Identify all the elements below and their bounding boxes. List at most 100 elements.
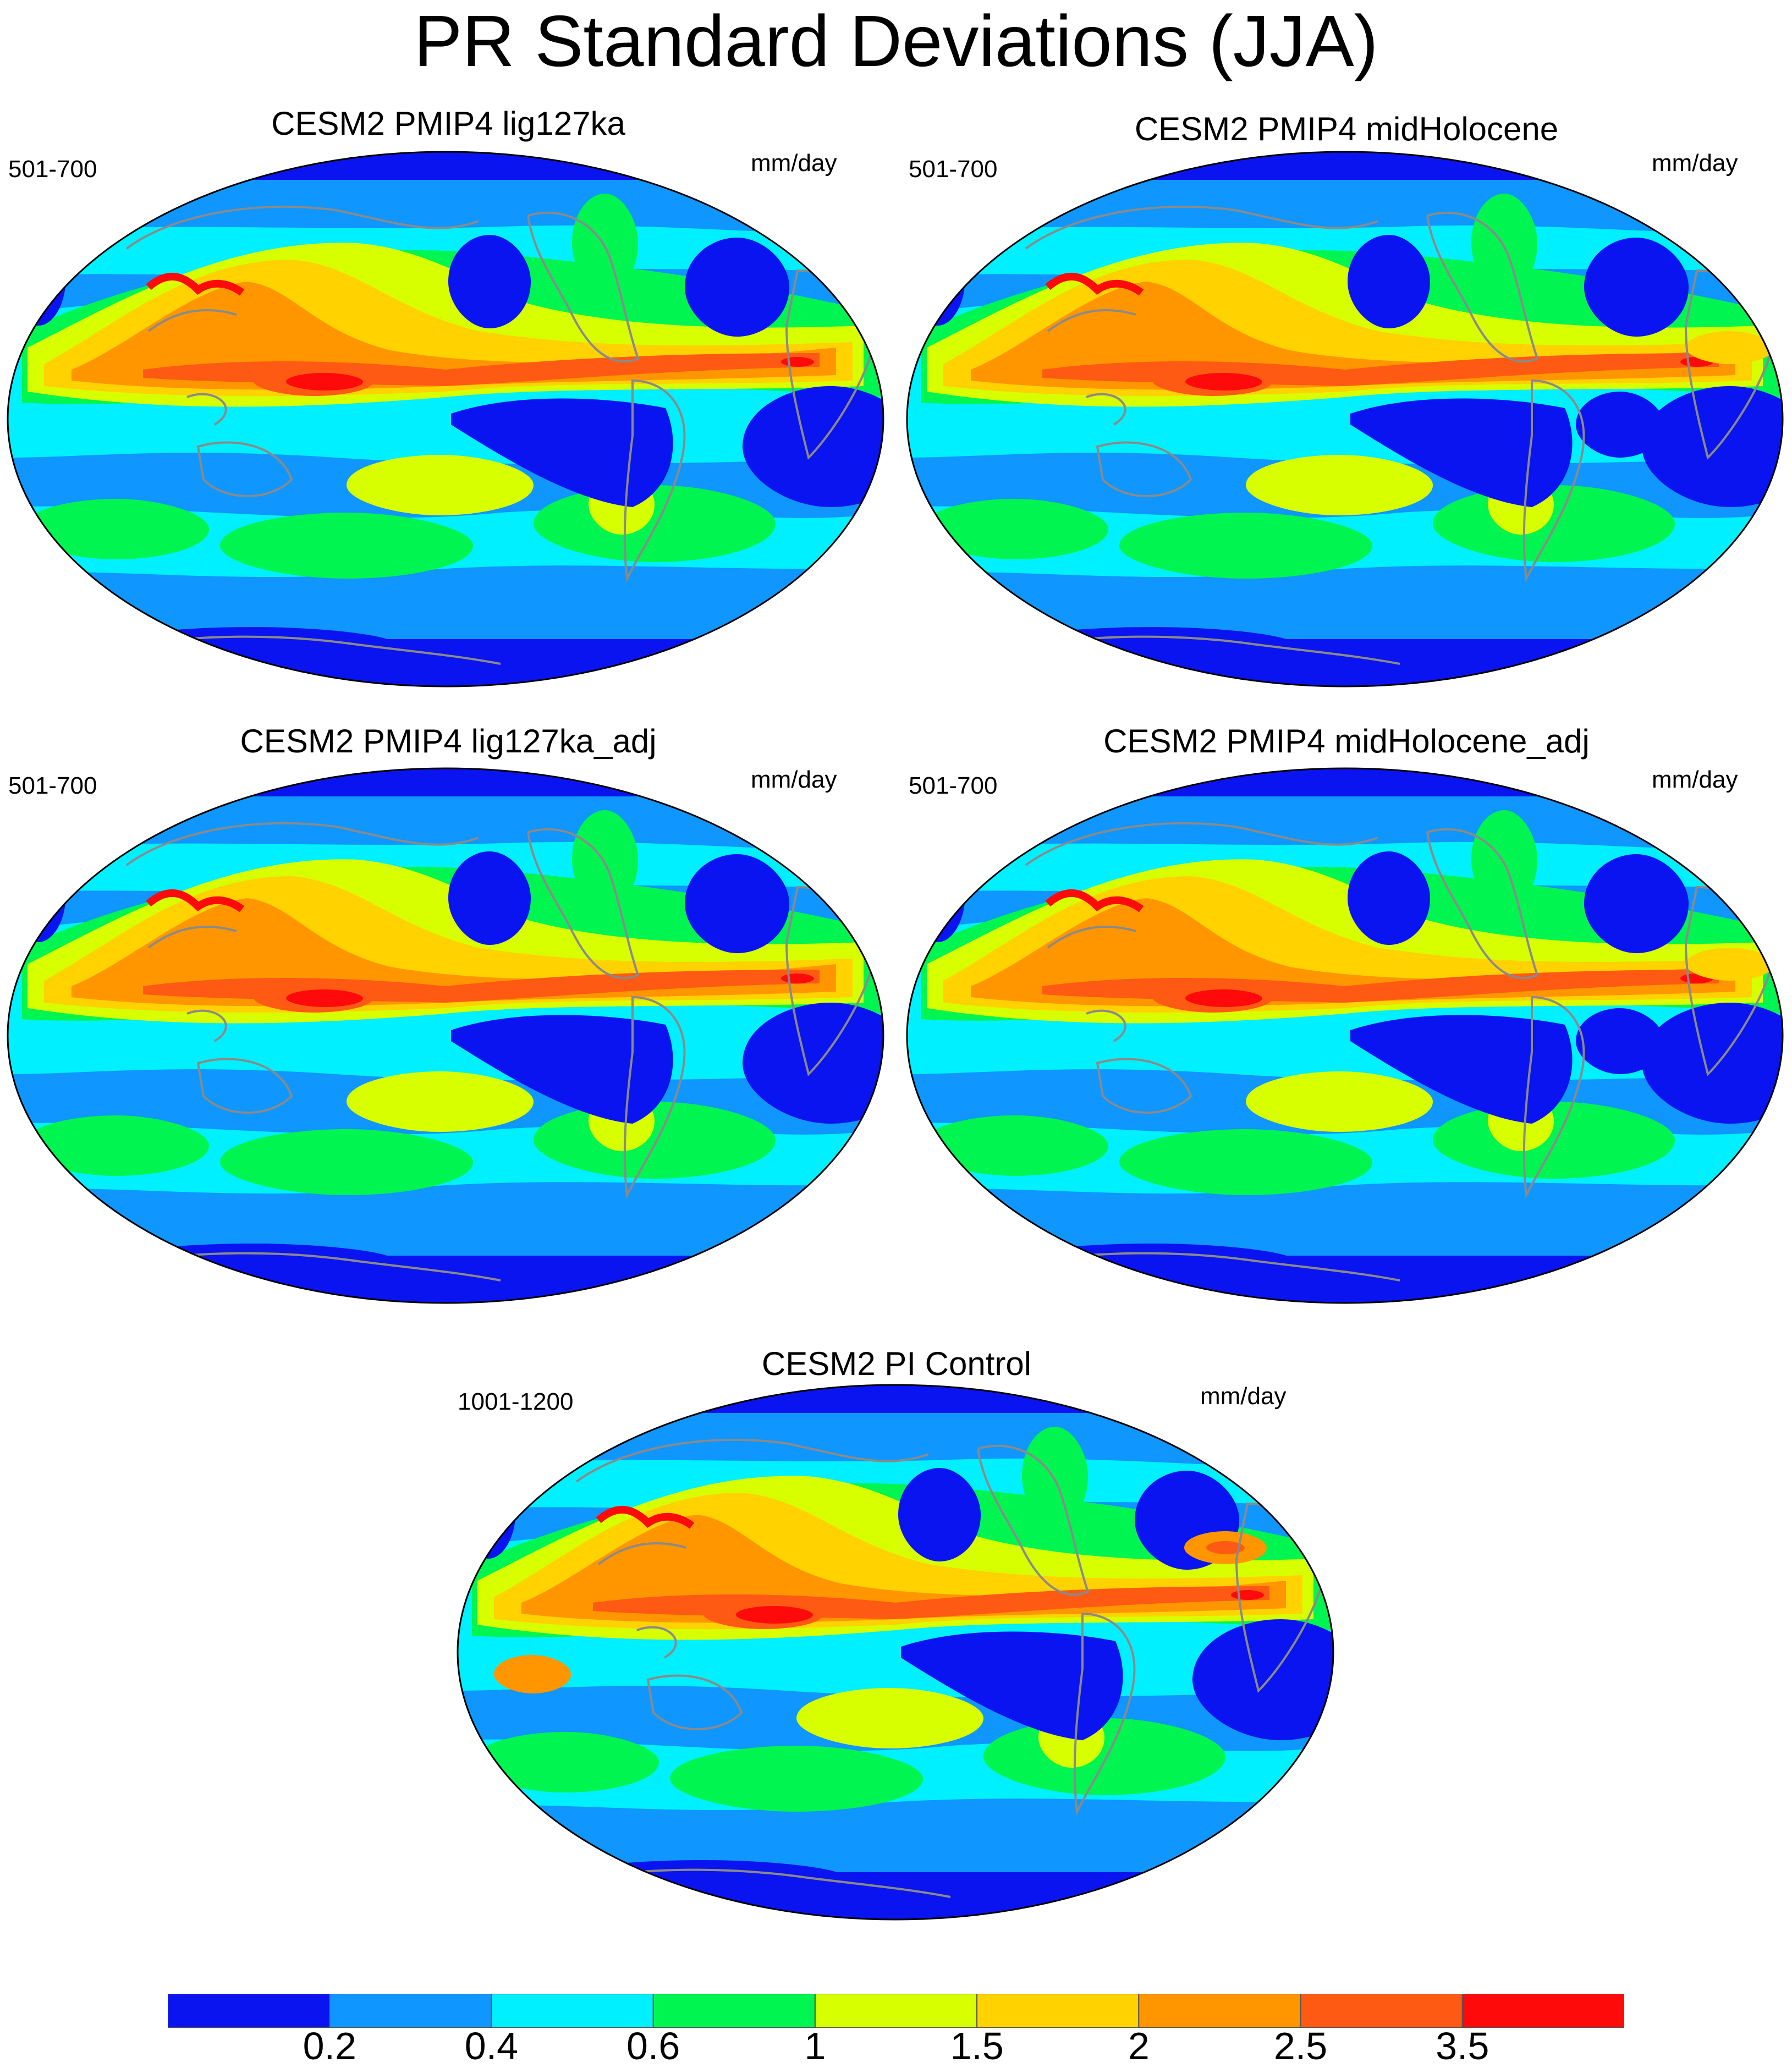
panel-title-midholocene-adj: CESM2 PMIP4 midHolocene_adj — [1103, 723, 1590, 760]
map-lig127ka-adj — [7, 767, 884, 1304]
field-yellow-spcz — [1246, 1071, 1433, 1132]
field-yellow-spcz — [796, 1688, 983, 1748]
colorbar-tick-label: 1 — [804, 2025, 826, 2067]
field-dry-sepac — [901, 1631, 1123, 1740]
field-dry-west — [910, 227, 965, 326]
field-indian-ocean-peak — [494, 1655, 571, 1693]
coast-australia — [196, 1058, 293, 1114]
field-dry-satl-w — [1576, 392, 1664, 458]
coast-australia — [646, 1674, 743, 1730]
colorbar-tick-label: 2.5 — [1273, 2025, 1328, 2067]
figure-title: PR Standard Deviations (JJA) — [414, 1, 1378, 81]
field-arctic — [8, 768, 883, 796]
coast-north-america — [1426, 211, 1539, 363]
panel-years-midholocene: 501-700 — [909, 156, 998, 183]
field-arctic — [458, 1385, 1333, 1413]
panel-units-midholocene-adj: mm/day — [1652, 766, 1738, 793]
field-dry-west — [11, 843, 66, 942]
panel-years-lig127ka-adj: 501-700 — [8, 772, 97, 799]
field-antarctic — [8, 1256, 883, 1303]
field-yellow-spcz — [347, 455, 534, 515]
field-warmpool-peak — [1185, 373, 1262, 391]
colorbar-swatch — [1138, 1994, 1301, 2028]
colorbar-tick-label: 3.5 — [1436, 2025, 1489, 2067]
coast-south-america — [623, 379, 686, 582]
field-africa-monsoon — [1686, 331, 1774, 364]
map-border — [906, 767, 1784, 1304]
field-green-indian — [921, 499, 1108, 559]
colorbar-swatch — [652, 1994, 816, 2028]
panel-units-midholocene: mm/day — [1652, 150, 1738, 177]
field-green-spcz — [220, 1129, 473, 1195]
map-pi-control — [457, 1384, 1334, 1921]
coast-north-america — [977, 1444, 1090, 1596]
coast-asia — [1025, 205, 1378, 426]
coast-australia — [196, 441, 293, 497]
field-green-spcz — [1119, 1129, 1372, 1195]
map-midholocene — [906, 151, 1784, 688]
field-warmpool-peak — [736, 1606, 813, 1624]
field-green-indian — [22, 499, 209, 559]
colorbar-tick-label: 2 — [1128, 2025, 1150, 2067]
field-dry-npac — [898, 1468, 981, 1561]
precip-field — [458, 1385, 1333, 1920]
field-antarctic — [907, 1256, 1783, 1303]
colorbar-tick-label: 1.5 — [950, 2025, 1004, 2067]
field-africa-monsoon — [1686, 948, 1774, 981]
map-border — [7, 767, 884, 1304]
coast-asia — [575, 1438, 929, 1659]
colorbar-swatch — [491, 1994, 654, 2028]
field-dry-sepac — [451, 1015, 673, 1124]
panel-units-pi-control: mm/day — [1200, 1383, 1287, 1410]
coast-south-america — [623, 996, 686, 1199]
field-warmpool-peak — [286, 989, 363, 1007]
field-green-na — [1022, 1427, 1088, 1526]
coast-north-america — [527, 211, 640, 363]
coast-south-america — [1522, 996, 1585, 1199]
field-yellow-spcz — [347, 1071, 534, 1132]
precip-field — [907, 152, 1783, 686]
field-green-indian — [472, 1732, 659, 1792]
colorbar-swatch — [329, 1994, 492, 2028]
map-lig127ka — [7, 151, 884, 688]
field-green-spcz — [670, 1746, 923, 1812]
coast-asia — [1025, 822, 1378, 1042]
coast-south-america — [1522, 379, 1585, 582]
field-dry-npac — [448, 235, 531, 328]
coast-north-america — [1426, 828, 1539, 980]
field-green-spcz — [1119, 513, 1372, 579]
field-dry-npac — [448, 851, 531, 945]
field-arctic — [907, 152, 1783, 180]
field-himalaya-peak — [1045, 889, 1144, 912]
colorbar-tick-label: 0.6 — [626, 2025, 680, 2067]
colorbar-swatch — [168, 1994, 331, 2028]
field-dry-sahara — [685, 854, 789, 953]
coast-asia — [125, 822, 479, 1042]
coast-australia — [1096, 441, 1192, 497]
field-dry-west — [910, 843, 965, 942]
coast-north-america — [527, 828, 640, 980]
coast-asia — [125, 205, 479, 426]
field-arctic — [8, 152, 883, 180]
field-dry-sahara — [1584, 854, 1689, 953]
panel-years-lig127ka: 501-700 — [8, 156, 97, 183]
field-green-na — [572, 194, 638, 293]
field-himalaya-peak — [146, 889, 245, 912]
field-green-na — [572, 810, 638, 909]
colorbar-swatch — [1300, 1994, 1463, 2028]
panel-title-midholocene: CESM2 PMIP4 midHolocene — [1134, 111, 1559, 147]
colorbar-tick-label: 0.2 — [303, 2025, 356, 2067]
field-himalaya-peak — [146, 272, 245, 296]
precip-field — [8, 152, 883, 686]
map-border — [457, 1384, 1334, 1921]
field-himalaya-peak — [1045, 272, 1144, 296]
field-warmpool-peak — [286, 373, 363, 391]
colorbar-tick-label: 0.4 — [464, 2025, 519, 2067]
field-dry-west — [11, 227, 66, 326]
field-green-na — [1471, 810, 1537, 909]
field-antarctic — [458, 1872, 1333, 1920]
colorbar-swatch — [1461, 1994, 1624, 2028]
panel-title-pi-control: CESM2 PI Control — [761, 1345, 1032, 1382]
coast-south-america — [1073, 1612, 1136, 1816]
field-antarctic — [907, 639, 1783, 686]
